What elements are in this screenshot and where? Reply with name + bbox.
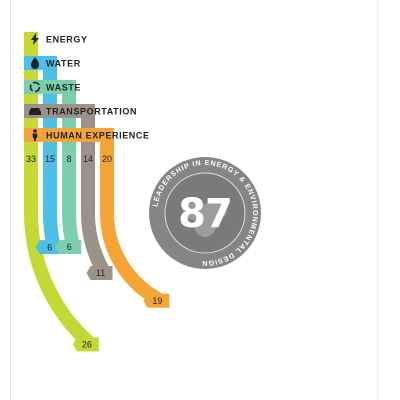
- band-transportation: [24, 104, 95, 118]
- value-tag-human-experience: 19: [143, 293, 170, 308]
- value-tag-shape: [86, 265, 113, 280]
- value-label-transportation: 11: [96, 268, 105, 278]
- right-divider: [377, 0, 378, 400]
- icon-shape: [31, 57, 39, 69]
- center-badge: [149, 157, 261, 269]
- max-label-transportation: 14: [83, 154, 93, 164]
- leaf-part: [201, 202, 227, 220]
- max-label-energy: 33: [26, 154, 36, 164]
- person-icon: [32, 129, 38, 141]
- value-label-human-experience: 19: [152, 296, 162, 306]
- band-label-transportation: TRANSPORTATION: [46, 106, 137, 116]
- label-layer: 26 ENERGY 33 6 WATER 15 6 WASTE 8 11 TRANSPORTATIO…: [26, 33, 170, 352]
- lightning-bolt-icon: [31, 33, 39, 45]
- total-score: 87: [178, 191, 232, 237]
- band-human-experience: [24, 128, 114, 142]
- value-tag-transportation: 11: [86, 265, 113, 280]
- badge-inner-disc: [164, 172, 246, 254]
- band-label-waste: WASTE: [46, 82, 81, 92]
- max-label-waste: 8: [66, 154, 71, 164]
- icon-shape: [29, 81, 41, 93]
- recycle-icon: [29, 81, 41, 93]
- leaf-part: [194, 213, 216, 237]
- value-tag-shape: [55, 239, 82, 254]
- band-label-water: WATER: [46, 58, 81, 68]
- icon-shape: [31, 33, 39, 45]
- water-drop-icon: [31, 57, 39, 69]
- value-label-waste: 6: [67, 242, 72, 252]
- value-tag-energy: 26: [72, 337, 99, 352]
- value-arc-human-experience: [100, 135, 165, 308]
- band-label-human-experience: HUMAN EXPERIENCE: [46, 130, 150, 140]
- car-icon: [29, 108, 41, 115]
- icon-shape: [29, 108, 41, 115]
- max-label-water: 15: [45, 154, 55, 164]
- value-label-energy: 26: [82, 340, 92, 350]
- value-tag-water: 6: [35, 240, 62, 255]
- left-divider: [10, 0, 11, 400]
- band-label-energy: ENERGY: [46, 34, 88, 44]
- value-label-water: 6: [47, 242, 52, 252]
- icon-shape-body: [32, 133, 38, 141]
- value-tag-shape: [72, 337, 99, 352]
- value-arc-energy: [24, 39, 96, 350]
- leaf-part: [183, 202, 209, 220]
- value-tag-shape: [35, 240, 62, 255]
- icon-shape: [33, 129, 37, 133]
- max-label-human-experience: 20: [102, 154, 112, 164]
- oak-leaf-icon: [183, 202, 227, 237]
- value-tag-shape: [143, 293, 170, 308]
- value-tag-waste: 6: [55, 239, 82, 254]
